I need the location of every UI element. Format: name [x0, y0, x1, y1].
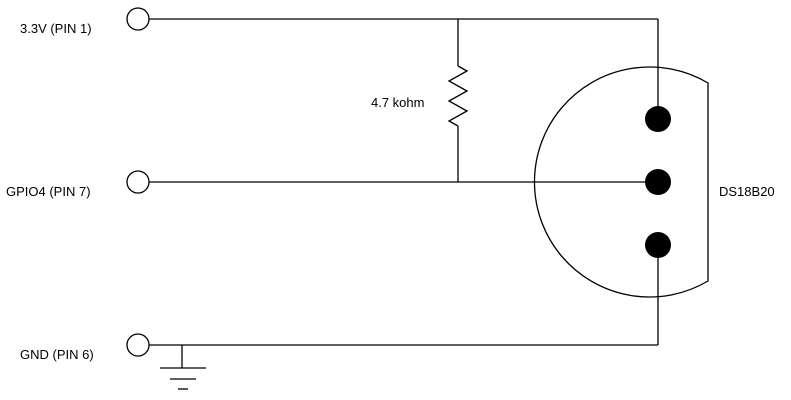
vcc-terminal — [126, 7, 150, 31]
gpio-terminal — [126, 170, 150, 194]
resistor-symbol — [447, 65, 469, 127]
vcc-rail — [126, 7, 659, 119]
gpio-line — [126, 170, 658, 194]
pullup-resistor — [447, 19, 469, 182]
ground-symbol-icon — [160, 345, 206, 390]
sensor-label: DS18B20 — [719, 184, 775, 199]
gnd-terminal — [126, 333, 150, 357]
gnd-label: GND (PIN 6) — [20, 347, 94, 362]
sensor-pin-vdd — [645, 106, 671, 132]
vcc-label: 3.3V (PIN 1) — [20, 21, 92, 36]
sensor-pin-dq — [645, 169, 671, 195]
gpio-label: GPIO4 (PIN 7) — [6, 184, 91, 199]
resistor-label: 4.7 kohm — [371, 95, 424, 110]
gnd-rail — [126, 245, 659, 357]
sensor-body — [533, 66, 709, 298]
